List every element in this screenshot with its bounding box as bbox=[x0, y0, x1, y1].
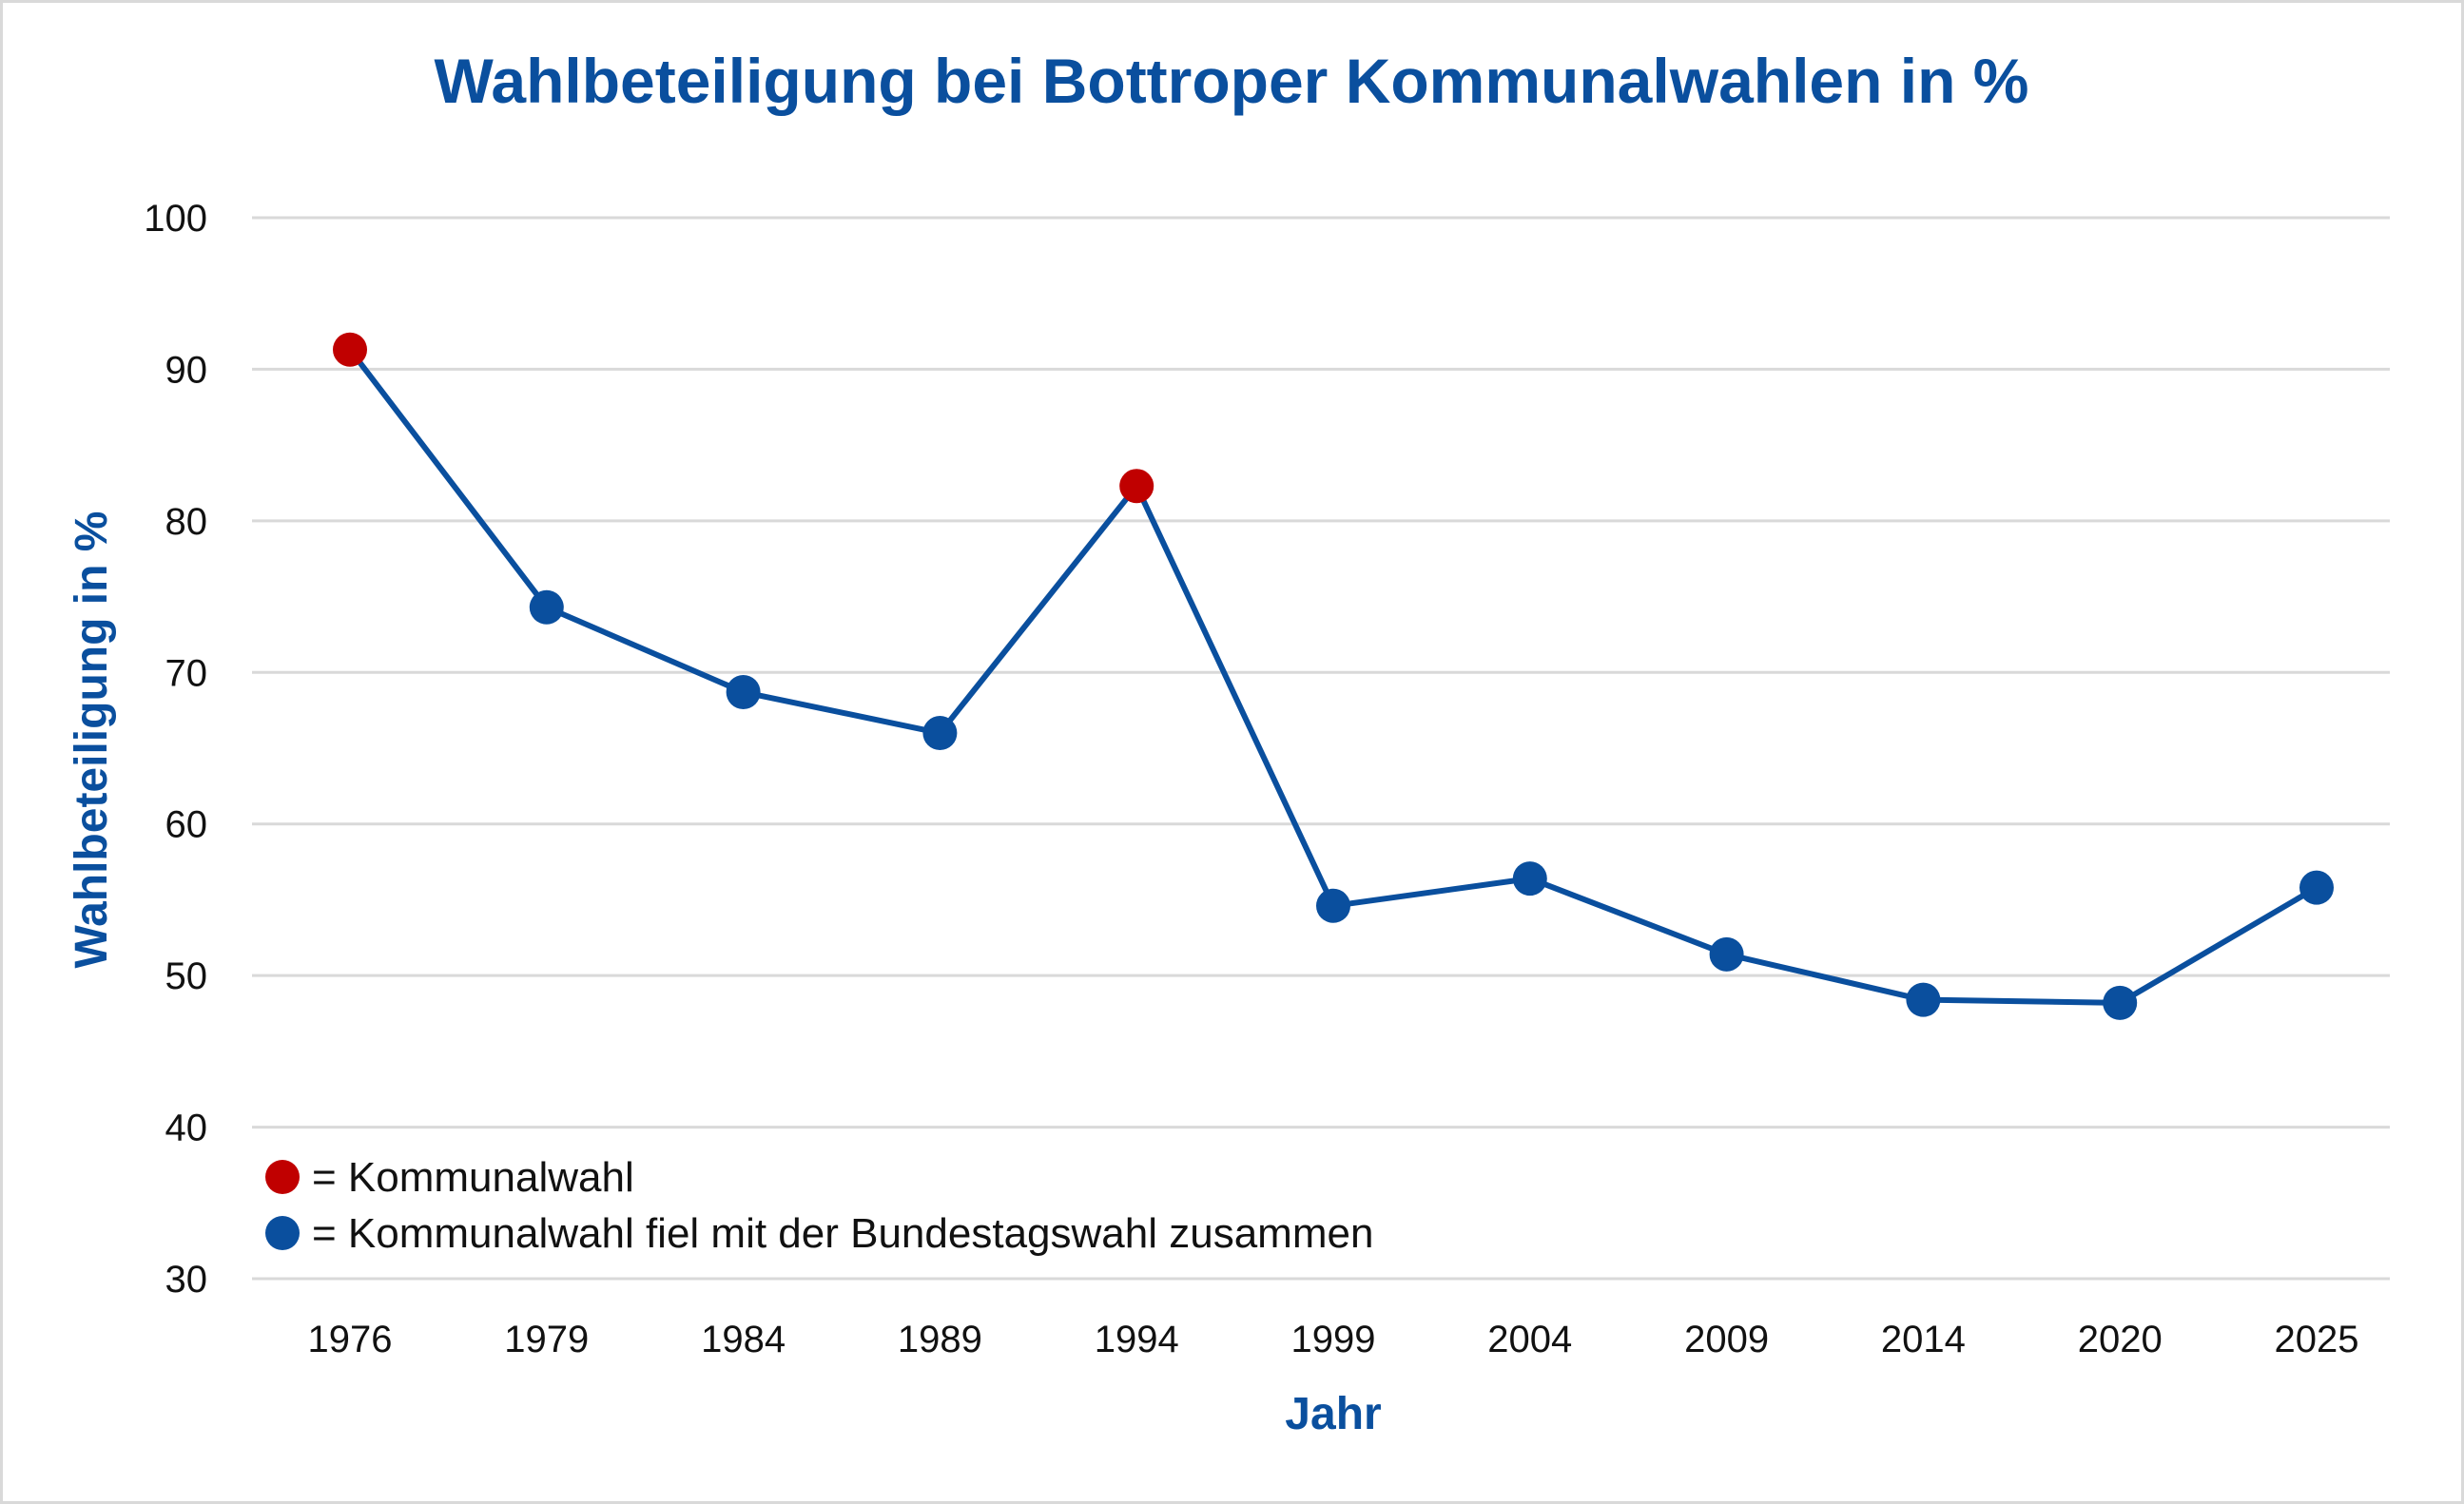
x-tick-label: 1976 bbox=[308, 1319, 393, 1360]
y-axis-ticks: 30 40 50 60 70 80 90 100 bbox=[144, 198, 207, 1301]
y-tick-label: 100 bbox=[144, 198, 207, 240]
data-point-2020 bbox=[2103, 985, 2138, 1020]
x-tick-label: 1989 bbox=[898, 1319, 982, 1360]
data-point-2014 bbox=[1906, 982, 1941, 1017]
y-tick-label: 90 bbox=[165, 349, 208, 391]
x-tick-label: 2020 bbox=[2078, 1319, 2163, 1360]
x-tick-label: 1994 bbox=[1095, 1319, 1179, 1360]
y-tick-label: 40 bbox=[165, 1108, 208, 1149]
y-tick-label: 50 bbox=[165, 955, 208, 997]
data-point-2009 bbox=[1709, 936, 1744, 972]
x-tick-label: 2009 bbox=[1684, 1319, 1769, 1360]
y-tick-label: 30 bbox=[165, 1259, 208, 1301]
legend: = Kommunalwahl = Kommunalwahl fiel mit d… bbox=[265, 1154, 1373, 1257]
data-point-1984 bbox=[726, 675, 761, 710]
x-tick-label: 1999 bbox=[1291, 1319, 1376, 1360]
x-tick-label: 1979 bbox=[504, 1319, 589, 1360]
data-markers bbox=[333, 332, 2334, 1020]
data-point-1994 bbox=[1119, 469, 1154, 504]
y-tick-label: 60 bbox=[165, 804, 208, 846]
y-tick-label: 80 bbox=[165, 501, 208, 543]
x-tick-label: 1984 bbox=[701, 1319, 786, 1360]
data-point-1999 bbox=[1316, 888, 1350, 923]
data-point-2025 bbox=[2299, 870, 2334, 905]
x-tick-label: 2004 bbox=[1487, 1319, 1572, 1360]
data-point-2004 bbox=[1512, 861, 1547, 897]
x-tick-label: 2025 bbox=[2275, 1319, 2359, 1360]
y-tick-label: 70 bbox=[165, 652, 208, 694]
data-point-1989 bbox=[922, 716, 958, 751]
data-point-1976 bbox=[333, 332, 367, 367]
legend-label-zusammen: = Kommunalwahl fiel mit der Bundestagswa… bbox=[312, 1210, 1373, 1257]
x-axis-title: Jahr bbox=[1285, 1389, 1381, 1439]
x-axis-ticks: 1976 1979 1984 1989 1994 1999 2004 2009 2014 2020… bbox=[308, 1319, 2359, 1360]
legend-label-kommunalwahl: = Kommunalwahl bbox=[312, 1154, 634, 1201]
chart-title: Wahlbeteiligung bei Bottroper Kommunalwa… bbox=[435, 46, 2029, 116]
gridlines bbox=[252, 216, 2390, 1281]
legend-marker-kommunalwahl bbox=[265, 1160, 300, 1194]
legend-marker-zusammen bbox=[265, 1216, 300, 1250]
x-tick-label: 2014 bbox=[1881, 1319, 1966, 1360]
data-point-1979 bbox=[529, 589, 564, 625]
y-axis-title: Wahlbeteiligung in % bbox=[67, 511, 117, 969]
